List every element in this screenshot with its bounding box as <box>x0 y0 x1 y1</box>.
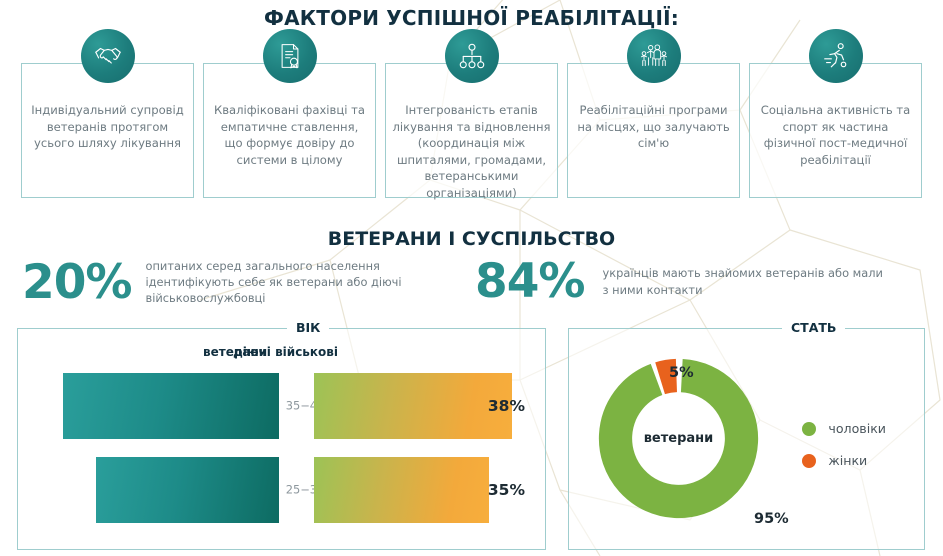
bar-wrap-active-35-44 <box>314 373 513 439</box>
bar-wrap-veterans-35-44 <box>63 373 280 439</box>
age-panel-label: ВІК <box>287 320 330 335</box>
factors-title: ФАКТОРИ УСПІШНОЇ РЕАБІЛІТАЦІЇ: <box>264 6 679 30</box>
handshake-icon <box>80 29 135 83</box>
runner-icon <box>808 29 863 83</box>
certificate-icon <box>262 29 317 83</box>
family-icon <box>626 29 681 83</box>
bar-value-active-25-34: 35% <box>487 481 525 499</box>
factor-card-2: Кваліфіковані фахівці та емпатичне ставл… <box>203 29 376 198</box>
donut-slice-men <box>598 358 759 519</box>
legend-dot-women <box>802 453 817 468</box>
donut-value-men: 95% <box>754 511 789 527</box>
age-bar-chart: ветерани діючі військові 36% 35−44 роки … <box>18 329 545 549</box>
stat-84-value: 84% <box>475 254 585 309</box>
stat-84-description: українців мають знайомих ветеранів або м… <box>602 266 883 297</box>
bar-category-35-44: 35−44 роки <box>286 399 357 414</box>
column-header-veterans: ветерани <box>203 345 268 359</box>
legend-item-women: жінки <box>802 453 886 468</box>
gender-panel-label: СТАТЬ <box>782 320 846 335</box>
bar-wrap-veterans-25-34 <box>96 457 280 523</box>
legend-item-men: чоловіки <box>802 421 886 436</box>
factor-card-5-text: Соціальна активність та спорт як частина… <box>760 103 911 167</box>
bar-veterans-25-34 <box>96 457 280 523</box>
stat-20-percent: 20% опитаних серед загального населення … <box>22 258 416 307</box>
bar-active-35-44 <box>314 373 513 439</box>
gender-chart-panel: СТАТЬ ветерани 5% 95% чоловіки жінки <box>568 320 925 550</box>
donut-value-women: 5% <box>669 365 694 381</box>
stat-20-description: опитаних серед загального населення іден… <box>145 259 402 306</box>
bar-row-25-34: 29% 25−34 роки 35% <box>18 457 545 523</box>
factors-card-list: Індивідуальний супровід ветеранів протяг… <box>21 29 922 200</box>
column-header-active: діючі військові <box>233 345 338 359</box>
gender-donut-chart: ветерани 5% 95% <box>591 351 789 530</box>
society-title: ВЕТЕРАНИ І СУСПІЛЬСТВО <box>327 228 616 250</box>
bar-wrap-active-25-34 <box>314 457 490 523</box>
factor-card-1: Індивідуальний супровід ветеранів протяг… <box>21 29 194 198</box>
bar-active-25-34 <box>314 457 490 523</box>
factor-card-1-text: Індивідуальний супровід ветеранів протяг… <box>31 103 184 151</box>
bar-veterans-35-44 <box>63 373 280 439</box>
factor-card-3-text: Інтегрованість етапів лікування та відно… <box>392 103 551 200</box>
legend-label-men: чоловіки <box>828 421 886 436</box>
stat-84-percent: 84% українців мають знайомих ветеранів а… <box>475 258 893 305</box>
stat-20-value: 20% <box>22 254 132 310</box>
factor-card-4-text: Реабілітаційні програми на місцях, що за… <box>577 103 730 151</box>
factor-card-5: Соціальна активність та спорт як частина… <box>749 29 922 198</box>
factor-card-4: Реабілітаційні програми на місцях, що за… <box>567 29 740 198</box>
legend-dot-men <box>802 421 817 436</box>
bar-category-25-34: 25−34 роки <box>286 483 357 498</box>
factor-card-3: Інтегрованість етапів лікування та відно… <box>385 29 558 200</box>
legend-label-women: жінки <box>828 453 868 468</box>
bar-value-active-35-44: 38% <box>487 397 525 415</box>
gender-legend: чоловіки жінки <box>802 421 886 485</box>
hierarchy-icon <box>444 29 499 83</box>
bar-row-35-44: 36% 35−44 роки 38% <box>18 373 545 439</box>
age-chart-panel: ВІК ветерани діючі військові 36% 35−44 р… <box>17 320 546 550</box>
factor-card-2-text: Кваліфіковані фахівці та емпатичне ставл… <box>213 103 366 167</box>
